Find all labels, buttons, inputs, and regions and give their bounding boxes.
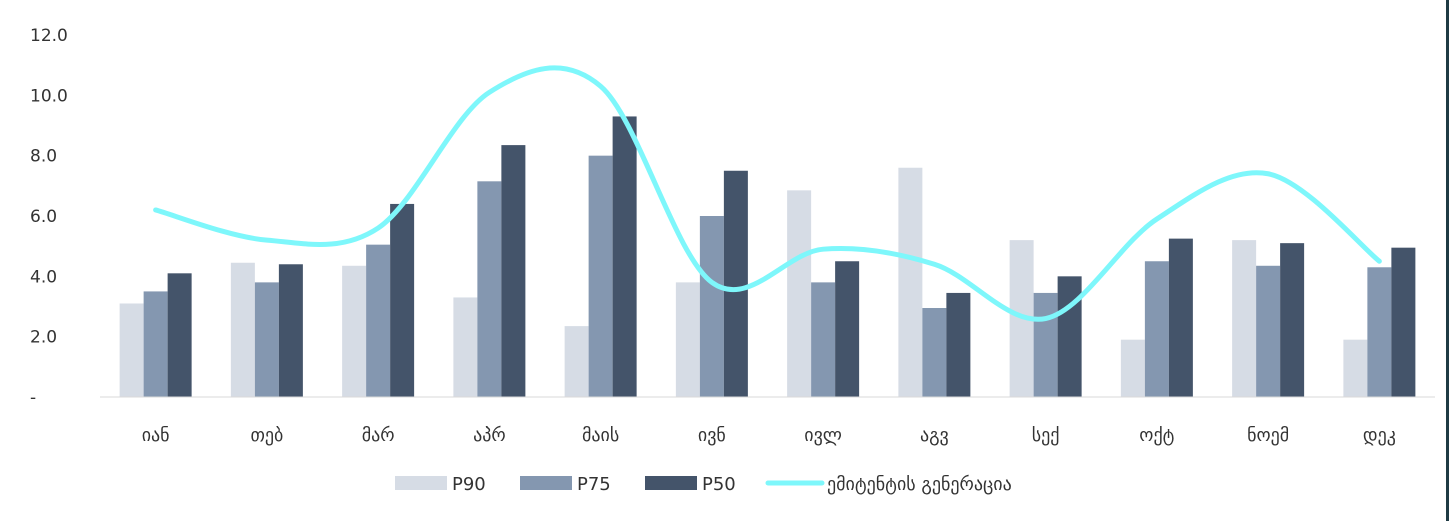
y-tick-label: 6.0 bbox=[30, 207, 57, 227]
bar-p90-1 bbox=[119, 303, 144, 397]
bar-p90-11 bbox=[1232, 240, 1257, 397]
x-tick-label: სექ bbox=[1032, 425, 1060, 446]
legend-label: ემიტენტის გენერაცია bbox=[827, 474, 1012, 495]
bar-p90-12 bbox=[1343, 339, 1368, 397]
bar-p50-12 bbox=[1391, 247, 1416, 397]
bar-p75-12 bbox=[1367, 267, 1392, 397]
legend-swatch-p90 bbox=[395, 476, 447, 490]
line-series bbox=[153, 65, 1382, 322]
bar-p75-5 bbox=[588, 155, 613, 397]
bars bbox=[119, 116, 1416, 397]
x-tick-label: მარ bbox=[362, 425, 395, 446]
legend-label: P75 bbox=[577, 474, 611, 495]
y-tick-label: 2.0 bbox=[30, 328, 57, 348]
y-tick-label: 10.0 bbox=[30, 86, 68, 106]
bar-p90-6 bbox=[675, 282, 700, 397]
right-edge-bar bbox=[1446, 0, 1449, 521]
y-tick-label: 12.0 bbox=[30, 26, 68, 46]
bar-p75-1 bbox=[143, 291, 168, 397]
x-axis-ticks: იან თებ მარ აპრ მაის ივნ ივლ აგვ სექ ოქტ ნოემ დეკ bbox=[142, 425, 1396, 446]
bar-p75-9 bbox=[1033, 292, 1058, 397]
bar-p50-4 bbox=[501, 145, 526, 397]
bar-p90-3 bbox=[342, 265, 367, 397]
legend-label: P50 bbox=[702, 474, 736, 495]
bar-p50-11 bbox=[1280, 243, 1305, 397]
bar-p90-8 bbox=[898, 167, 923, 397]
bar-p90-5 bbox=[564, 326, 589, 397]
bar-p50-2 bbox=[278, 264, 303, 397]
bar-p75-8 bbox=[922, 308, 947, 397]
x-tick-label: დეკ bbox=[1363, 425, 1396, 446]
bar-p75-3 bbox=[366, 244, 391, 397]
bar-p75-11 bbox=[1256, 265, 1281, 397]
bar-p50-3 bbox=[390, 203, 415, 397]
y-axis-ticks: - 2.0 4.0 6.0 8.0 10.0 12.0 bbox=[30, 26, 68, 408]
y-tick-label: 4.0 bbox=[30, 267, 57, 287]
bar-p50-5 bbox=[612, 116, 637, 397]
bar-p75-2 bbox=[254, 282, 279, 397]
x-tick-label: თებ bbox=[250, 425, 283, 446]
bar-p75-7 bbox=[811, 282, 836, 397]
bar-p50-9 bbox=[1057, 276, 1082, 397]
legend-swatch-p50 bbox=[645, 476, 697, 490]
legend: P90 P75 P50 ემიტენტის გენერაცია bbox=[395, 474, 1012, 495]
bar-p75-6 bbox=[699, 216, 724, 397]
bar-p90-7 bbox=[787, 190, 812, 397]
bar-p50-1 bbox=[167, 273, 192, 397]
series-line-emitent-generation bbox=[153, 65, 1382, 322]
legend-label: P90 bbox=[452, 474, 486, 495]
legend-swatch-p75 bbox=[520, 476, 572, 490]
bar-p90-4 bbox=[453, 297, 478, 397]
bar-p75-10 bbox=[1144, 261, 1169, 397]
x-tick-label: ოქტ bbox=[1139, 425, 1174, 446]
bar-p50-6 bbox=[723, 170, 748, 397]
x-tick-label: მაის bbox=[582, 425, 619, 446]
bar-p90-10 bbox=[1120, 339, 1145, 397]
x-tick-label: აგვ bbox=[920, 425, 949, 446]
bar-p90-2 bbox=[230, 262, 255, 397]
x-tick-label: ივლ bbox=[804, 425, 842, 446]
x-tick-label: იან bbox=[142, 425, 170, 446]
y-tick-label: 8.0 bbox=[30, 147, 57, 167]
bar-p75-4 bbox=[477, 181, 502, 397]
x-tick-label: ნოემ bbox=[1247, 425, 1289, 446]
bar-p50-10 bbox=[1168, 238, 1193, 397]
x-tick-label: აპრ bbox=[473, 425, 506, 446]
bar-p50-7 bbox=[835, 261, 860, 397]
x-tick-label: ივნ bbox=[698, 425, 726, 446]
y-tick-label: - bbox=[30, 388, 36, 408]
bar-p50-8 bbox=[946, 292, 971, 397]
